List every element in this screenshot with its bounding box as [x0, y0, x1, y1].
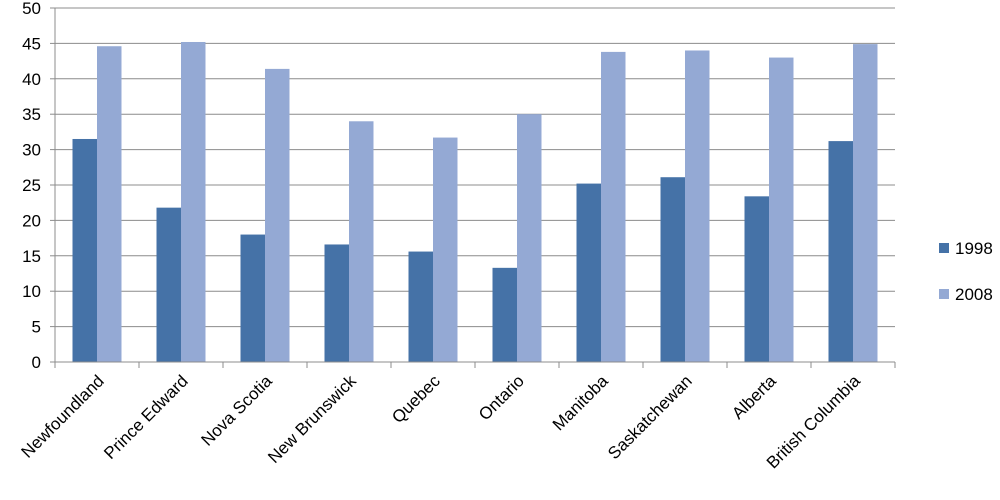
bar-1998-newfoundland	[72, 138, 97, 362]
bar-2008-new-brunswick	[349, 121, 374, 362]
y-axis-tick-label: 10	[22, 282, 41, 301]
bar-2008-nova-scotia	[265, 68, 290, 362]
y-axis-tick-label: 45	[22, 34, 41, 53]
bar-1998-nova-scotia	[240, 234, 265, 362]
legend-label-1998: 1998	[955, 239, 993, 258]
x-axis-tick-label: Prince Edward	[100, 371, 192, 463]
legend-swatch-2008	[939, 289, 949, 299]
x-axis-tick-label: Newfoundland	[18, 371, 108, 461]
x-axis-tick-label: Saskatchewan	[604, 371, 696, 463]
y-axis-tick-label: 20	[22, 211, 41, 230]
x-axis-tick-label: Nova Scotia	[198, 371, 277, 450]
bar-1998-saskatchewan	[660, 177, 685, 362]
bar-1998-quebec	[408, 251, 433, 362]
y-axis-tick-label: 15	[22, 247, 41, 266]
y-axis-tick-label: 30	[22, 141, 41, 160]
y-axis-tick-label: 50	[22, 0, 41, 18]
bar-1998-new-brunswick	[324, 244, 349, 362]
bar-1998-british-columbia	[828, 141, 853, 362]
bar-2008-quebec	[433, 137, 458, 362]
bar-2008-prince-edward	[181, 41, 206, 362]
bar-2008-manitoba	[601, 51, 626, 363]
legend-label-2008: 2008	[955, 285, 993, 304]
x-axis-tick-label: New Brunswick	[264, 371, 360, 467]
y-axis-tick-labels: 0 5 10 15 20 25 30 35 40 45 50	[22, 0, 41, 372]
bar-2008-newfoundland	[97, 46, 122, 363]
bar-1998-prince-edward	[156, 207, 181, 362]
bar-2008-british-columbia	[853, 44, 878, 362]
legend: 1998 2008	[939, 239, 993, 304]
bar-2008-alberta	[769, 57, 794, 363]
bar-1998-alberta	[744, 196, 769, 362]
bars	[72, 41, 878, 363]
y-axis-tick-label: 5	[32, 318, 41, 337]
bar-2008-saskatchewan	[685, 50, 710, 362]
bar-2008-ontario	[517, 114, 542, 362]
y-axis-tick-label: 40	[22, 70, 41, 89]
bar-1998-manitoba	[576, 183, 601, 362]
x-axis-tick-label: Alberta	[728, 371, 780, 423]
bar-1998-ontario	[492, 267, 517, 362]
y-axis-tick-label: 25	[22, 176, 41, 195]
x-axis-tick-label: Ontario	[475, 371, 528, 424]
y-axis-tick-label: 35	[22, 105, 41, 124]
legend-swatch-1998	[939, 243, 949, 253]
x-axis-tick-label: Quebec	[388, 371, 444, 427]
axes	[50, 7, 896, 368]
y-axis-tick-label: 0	[32, 353, 41, 372]
x-axis-tick-label: Manitoba	[549, 371, 612, 434]
